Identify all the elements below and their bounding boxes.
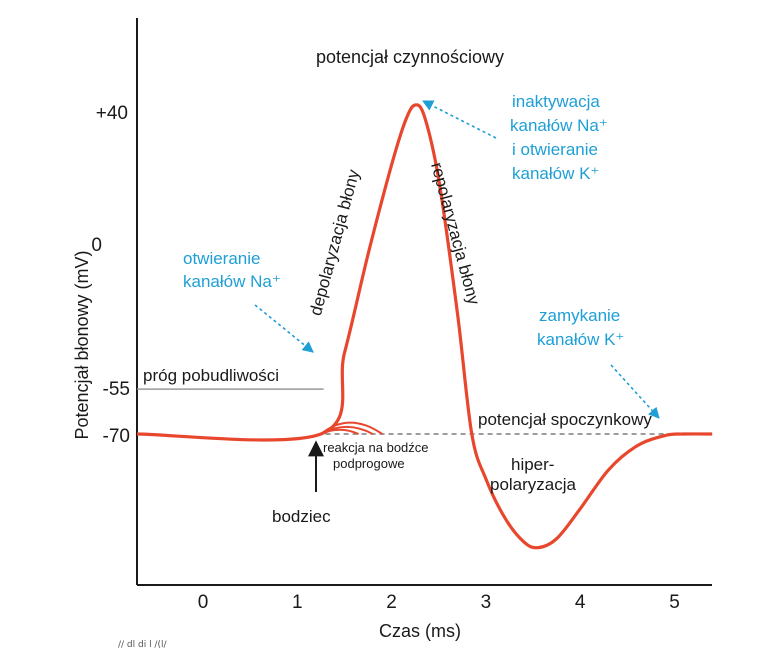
na-open-label-1: otwieranie <box>183 249 261 268</box>
inact-label-4: kanałów K⁺ <box>512 164 599 183</box>
inact-arrow <box>422 100 497 139</box>
x-tick-0: 0 <box>198 592 209 613</box>
y-axis-label: Potencjał błonowy (mV) <box>72 250 92 439</box>
action-potential-curve <box>136 103 713 550</box>
subthreshold-label-2: podprogowe <box>333 456 405 471</box>
x-tick-labels: 0 1 2 3 4 5 <box>198 592 680 613</box>
hyperpolarization-label-1: hiper- <box>511 455 554 474</box>
x-tick-3: 3 <box>481 592 492 613</box>
na-open-label-2: kanałów Na⁺ <box>183 272 281 291</box>
y-tick-minus70: -70 <box>103 426 130 447</box>
y-tick-minus55: -55 <box>103 379 130 400</box>
x-tick-4: 4 <box>575 592 586 613</box>
threshold-label: próg pobudliwości <box>143 366 279 385</box>
y-tick-plus40: +40 <box>96 103 128 124</box>
chart-title: potencjał czynnościowy <box>316 47 504 67</box>
stimulus-label: bodziec <box>272 507 331 526</box>
inact-label-1: inaktywacja <box>512 92 600 111</box>
footer-note: // dl di l /(l/ <box>118 640 167 650</box>
na-open-arrow <box>254 304 314 353</box>
k-close-label-1: zamykanie <box>539 306 620 325</box>
depolarization-label: depolaryzacja błony <box>306 167 363 318</box>
subthreshold-label-1: reakcja na bodźce <box>323 440 429 455</box>
hyperpolarization-label-2: polaryzacja <box>490 475 577 494</box>
y-tick-0: 0 <box>91 235 102 256</box>
x-tick-1: 1 <box>292 592 303 613</box>
inact-label-3: i otwieranie <box>512 140 598 159</box>
k-close-label-2: kanałów K⁺ <box>537 330 624 349</box>
inact-label-2: kanałów Na⁺ <box>510 116 608 135</box>
x-tick-5: 5 <box>669 592 680 613</box>
x-tick-2: 2 <box>386 592 397 613</box>
resting-label: potencjał spoczynkowy <box>478 410 652 429</box>
x-axis-label: Czas (ms) <box>379 621 461 641</box>
